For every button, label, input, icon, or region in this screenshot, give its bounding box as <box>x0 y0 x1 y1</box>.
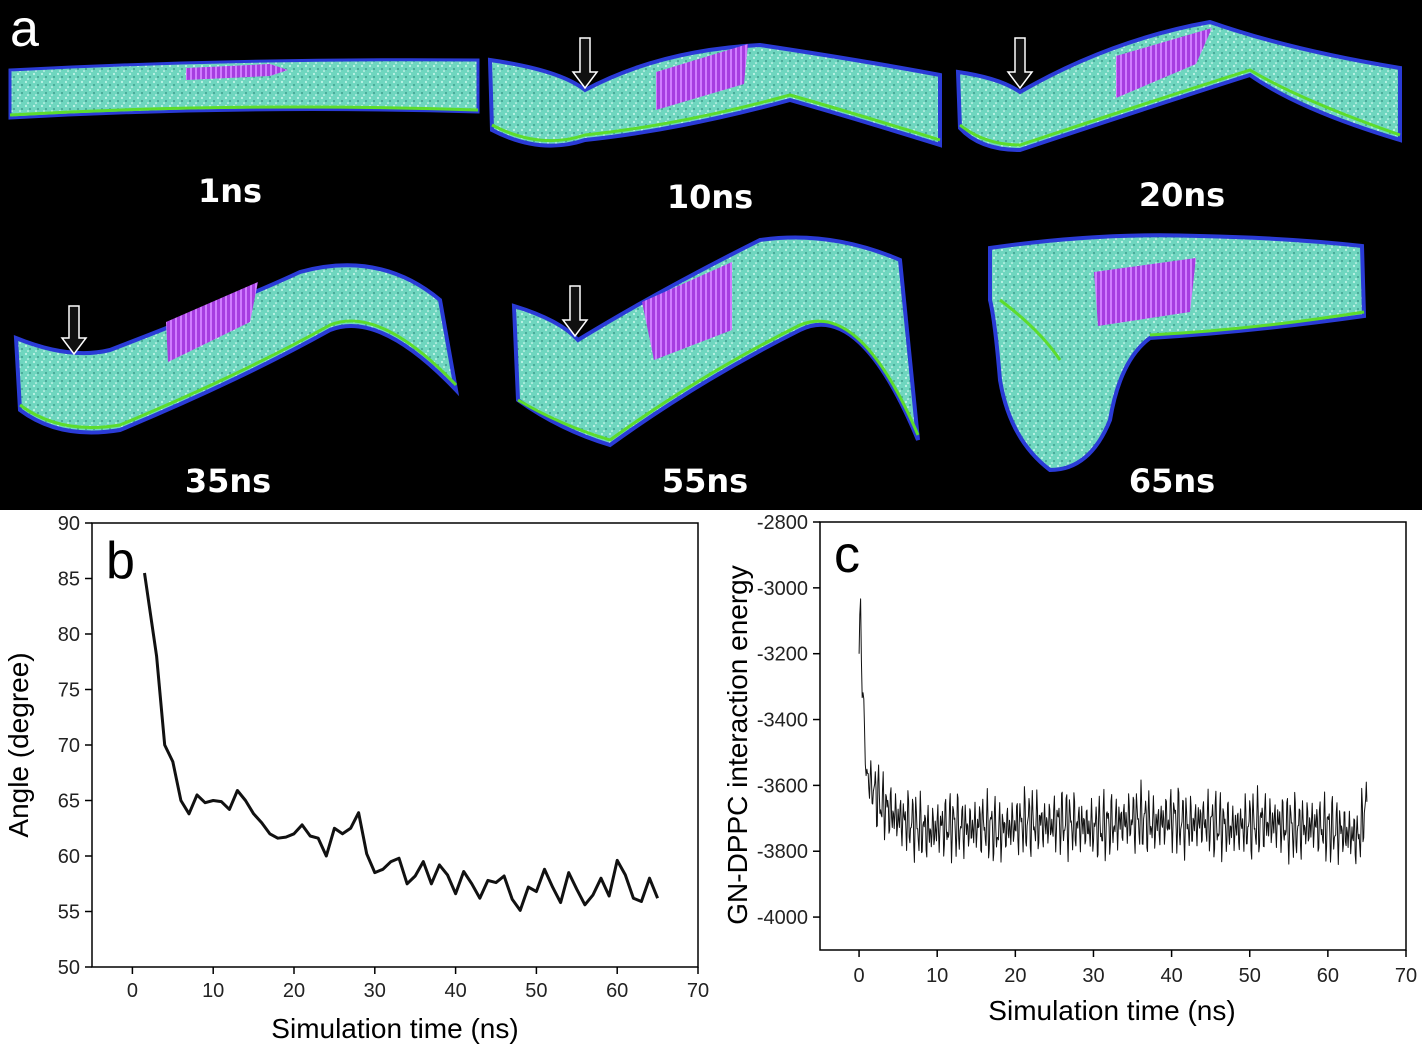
plot-frame <box>91 522 699 968</box>
y-tick-label: -2800 <box>757 512 808 534</box>
x-tick-label: 40 <box>444 980 466 1002</box>
panel-b-letter: b <box>106 532 135 590</box>
angle-chart-svg: b 0 10 20 30 40 50 60 70 50 55 60 65 70 75 80 85 90 Simu… <box>3 513 709 1044</box>
y-tick-label: 60 <box>58 846 80 868</box>
x-tick-label: 50 <box>525 980 547 1002</box>
y-tick-label: -3400 <box>757 710 808 732</box>
snapshots-canvas: a 1ns 10ns 20ns <box>8 0 1402 500</box>
membrane-slab <box>955 19 1402 153</box>
x-tick-label: 60 <box>606 980 628 1002</box>
headgroup-layer <box>959 68 1401 147</box>
x-tick-label: 0 <box>854 965 865 987</box>
snapshot-label: 55ns <box>662 462 748 500</box>
snapshot-label: 65ns <box>1129 462 1215 500</box>
snapshot-20ns: 20ns <box>955 19 1402 214</box>
arrow-icon <box>561 285 589 338</box>
snapshot-label: 20ns <box>1139 176 1225 214</box>
energy-chart-svg: c 0 10 20 30 40 50 60 70 -4000 -3800 -3600 -3400 -32… <box>722 512 1417 1026</box>
x-tick-label: 60 <box>1317 965 1339 987</box>
graphene-sheet <box>186 64 288 80</box>
x-axis-title: Simulation time (ns) <box>271 1013 518 1044</box>
y-tick-label: 85 <box>58 569 80 591</box>
arrow-icon <box>60 305 88 356</box>
snapshot-label: 10ns <box>667 178 753 216</box>
graphene-sheet <box>1116 28 1212 98</box>
y-tick-label: 50 <box>58 957 80 979</box>
snapshot-35ns: 35ns <box>13 263 460 500</box>
snapshot-55ns: 55ns <box>511 235 920 500</box>
panel-b-angle-chart: b 0 10 20 30 40 50 60 70 50 55 60 65 70 75 80 85 90 Simu… <box>0 510 712 1050</box>
y-tick-label: 75 <box>58 680 80 702</box>
y-tick-label: 80 <box>58 624 80 646</box>
membrane-slab <box>13 263 460 435</box>
y-tick-label: 55 <box>58 902 80 924</box>
membrane-slab <box>511 235 920 448</box>
panel-a-snapshots: a 1ns 10ns 20ns <box>0 0 1422 510</box>
headgroup-layer <box>19 319 458 429</box>
x-tick-label: 50 <box>1239 965 1261 987</box>
x-tick-label: 10 <box>202 980 224 1002</box>
graphene-sheet <box>642 262 732 360</box>
headgroup-layer <box>517 319 920 442</box>
y-tick-label: 70 <box>58 735 80 757</box>
headgroup-layer <box>9 105 479 117</box>
membrane-slab <box>8 58 480 120</box>
graphene-sheet <box>166 282 258 362</box>
y-axis-title: GN-DPPC interaction energy <box>722 565 753 924</box>
plot-frame <box>819 521 1407 951</box>
snapshot-1ns: 1ns <box>8 58 480 210</box>
y-axis-title: Angle (degree) <box>3 652 34 837</box>
headgroup-layer <box>491 93 941 143</box>
snapshot-10ns: 10ns <box>487 37 942 216</box>
y-tick-label: 65 <box>58 791 80 813</box>
y-tick-label: -3800 <box>757 841 808 863</box>
x-tick-label: 70 <box>687 980 709 1002</box>
panel-a-letter: a <box>10 0 39 58</box>
x-tick-label: 30 <box>1082 965 1104 987</box>
membrane-slab <box>988 233 1367 473</box>
graphene-sheet <box>656 44 748 110</box>
graphene-sheet <box>1094 258 1196 326</box>
x-tick-label: 30 <box>364 980 386 1002</box>
x-tick-label: 20 <box>1004 965 1026 987</box>
y-tick-label: -4000 <box>757 907 808 929</box>
snapshot-65ns: 65ns <box>988 233 1367 500</box>
arrow-icon <box>571 37 599 90</box>
series-line <box>858 598 1368 865</box>
membrane-slab <box>487 42 942 148</box>
arrow-icon <box>1006 37 1034 90</box>
y-tick-label: -3200 <box>757 644 808 666</box>
snapshot-label: 35ns <box>185 462 271 500</box>
x-tick-label: 70 <box>1395 965 1417 987</box>
panel-c-letter: c <box>834 526 860 584</box>
y-tick-label: 90 <box>58 513 80 535</box>
y-tick-label: -3000 <box>757 578 808 600</box>
y-tick-label: -3600 <box>757 775 808 797</box>
panel-c-energy-chart: c 0 10 20 30 40 50 60 70 -4000 -3800 -3600 -3400 -32… <box>712 510 1422 1050</box>
x-tick-label: 40 <box>1160 965 1182 987</box>
x-tick-label: 10 <box>926 965 948 987</box>
x-tick-label: 0 <box>127 980 138 1002</box>
snapshot-label: 1ns <box>198 172 262 210</box>
series-line <box>143 572 659 912</box>
x-tick-label: 20 <box>283 980 305 1002</box>
headgroup-layer <box>999 298 1365 361</box>
x-axis-title: Simulation time (ns) <box>988 995 1235 1026</box>
